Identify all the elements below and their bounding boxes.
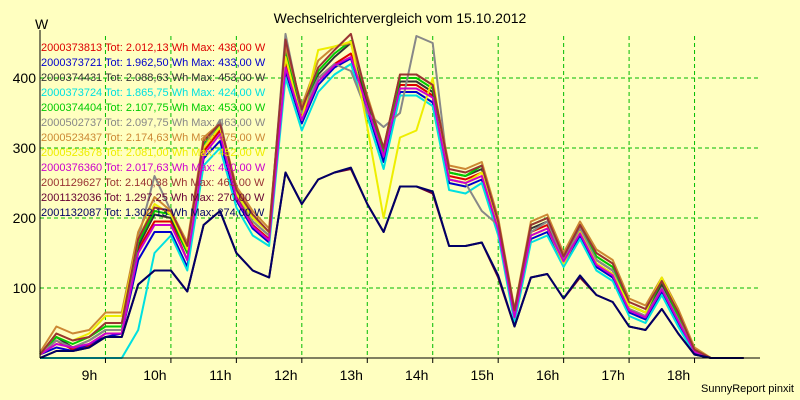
x-tick-label: 17h [601,367,624,383]
x-tick-label: 10h [143,367,166,383]
series-line-2000523678 [39,40,744,359]
x-tick-label: 15h [471,367,494,383]
y-tick-label: 100 [13,280,37,296]
series-line-2001132087 [39,166,744,359]
y-tick-label: 400 [13,70,37,86]
legend-entry-2001129627: 2001129627 Tot: 2.140,38 Wh Max: 463,00 … [41,177,265,189]
x-tick-label: 11h [209,367,231,383]
legend-entry-2000373813: 2000373813 Tot: 2.012,13 Wh Max: 438,00 … [41,42,266,54]
legend: 2000373813 Tot: 2.012,13 Wh Max: 438,00 … [41,42,266,219]
series-line-2001129627 [39,32,744,359]
series-lines [39,32,744,359]
x-tick-label: 12h [274,367,297,383]
legend-entry-2001132036: 2001132036 Tot: 1.297,25 Wh Max: 270,00 … [41,192,265,204]
chart-title: Wechselrichtervergleich vom 15.10.2012 [273,10,527,26]
legend-entry-2000523678: 2000523678 Tot: 2.081,00 Wh Max: 452,00 … [41,147,266,159]
series-line-2000376360 [39,56,744,359]
axes [39,30,760,363]
x-tick-label: 14h [405,367,428,383]
legend-entry-2000373721: 2000373721 Tot: 1.962,50 Wh Max: 433,00 … [41,57,266,69]
tick-labels: 100 200 300 400 9h 10h 11h 12h 13h 14h 15h 16h 17h 18… [13,70,691,383]
y-tick-label: 200 [13,210,37,226]
legend-entry-2001132087: 2001132087 Tot: 1.302,13 Wh Max: 274,00 … [41,207,265,219]
footer-credit: SunnyReport pinxit [701,383,794,395]
y-tick-label: 300 [13,140,37,156]
legend-entry-2000376360: 2000376360 Tot: 2.017,63 Wh Max: 430,00 … [41,162,266,174]
x-tick-label: 13h [340,367,363,383]
y-axis-unit-label: W [35,16,49,32]
series-line-2000373724 [40,63,744,359]
legend-entry-2000374431: 2000374431 Tot: 2.088,63 Wh Max: 453,00 … [41,72,266,84]
x-tick-label: 9h [82,367,98,383]
x-tick-label: 18h [667,367,690,383]
legend-entry-2000502737: 2000502737 Tot: 2.097,75 Wh Max: 463,00 … [41,117,266,129]
legend-entry-2000523437: 2000523437 Tot: 2.174,63 Wh Max: 475,00 … [41,132,266,144]
x-tick-label: 16h [536,367,559,383]
legend-entry-2000374404: 2000374404 Tot: 2.107,75 Wh Max: 453,00 … [41,102,266,114]
legend-entry-2000373724: 2000373724 Tot: 1.865,75 Wh Max: 424,00 … [41,87,266,99]
